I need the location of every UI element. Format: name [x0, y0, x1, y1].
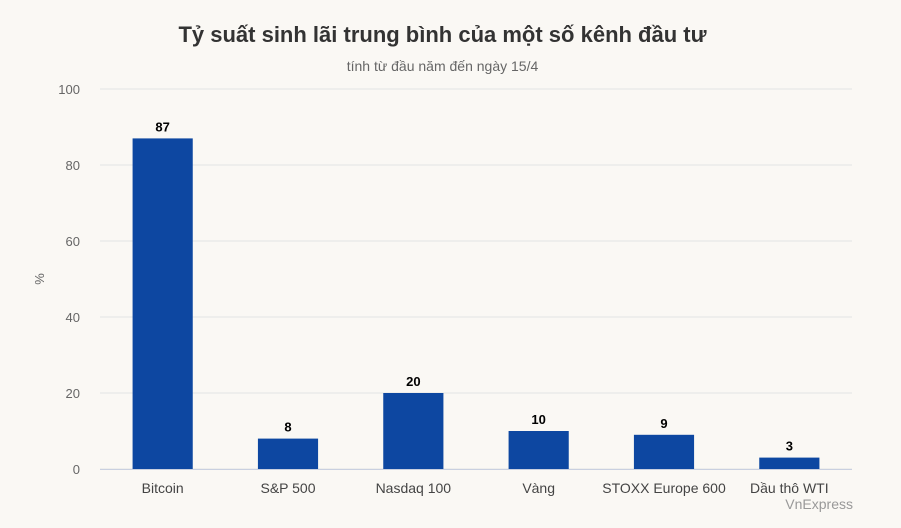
bars: [132, 138, 820, 469]
x-tick-label: Vàng: [522, 480, 555, 496]
bar: [759, 457, 820, 469]
x-axis-ticks: Bitcoin S&P 500 Nasdaq 100 Vàng STOXX Europe…: [142, 480, 829, 496]
y-axis-ticks: 0 20 40 60 80 100: [58, 82, 80, 477]
source-watermark: VnExpress: [785, 496, 853, 512]
y-tick-label: 20: [66, 386, 80, 401]
bar: [633, 434, 695, 469]
x-tick-label: Dầu thô WTI: [750, 480, 829, 496]
data-label: 3: [786, 439, 793, 454]
data-label: 87: [155, 119, 169, 134]
chart-title: Tỷ suất sinh lãi trung bình của một số k…: [178, 22, 707, 47]
data-label: 9: [660, 416, 667, 431]
x-tick-label: Nasdaq 100: [376, 480, 452, 496]
bar: [257, 438, 319, 469]
y-tick-label: 60: [66, 234, 80, 249]
chart-subtitle: tính từ đầu năm đến ngày 15/4: [346, 58, 539, 74]
data-label: 10: [531, 412, 545, 427]
y-tick-label: 100: [58, 82, 80, 97]
y-axis-label: %: [32, 273, 47, 285]
bar: [383, 393, 444, 469]
data-label: 20: [406, 374, 420, 389]
y-tick-label: 40: [66, 310, 80, 325]
data-label: 8: [284, 420, 291, 435]
x-tick-label: Bitcoin: [142, 480, 184, 496]
bar: [508, 431, 569, 469]
x-tick-label: S&P 500: [260, 480, 315, 496]
data-labels: 87 8 20 10 9 3: [155, 119, 793, 453]
x-tick-label: STOXX Europe 600: [602, 480, 726, 496]
y-tick-label: 0: [73, 462, 80, 477]
bar: [132, 138, 193, 469]
y-tick-label: 80: [66, 158, 80, 173]
grid-lines: [100, 88, 852, 470]
